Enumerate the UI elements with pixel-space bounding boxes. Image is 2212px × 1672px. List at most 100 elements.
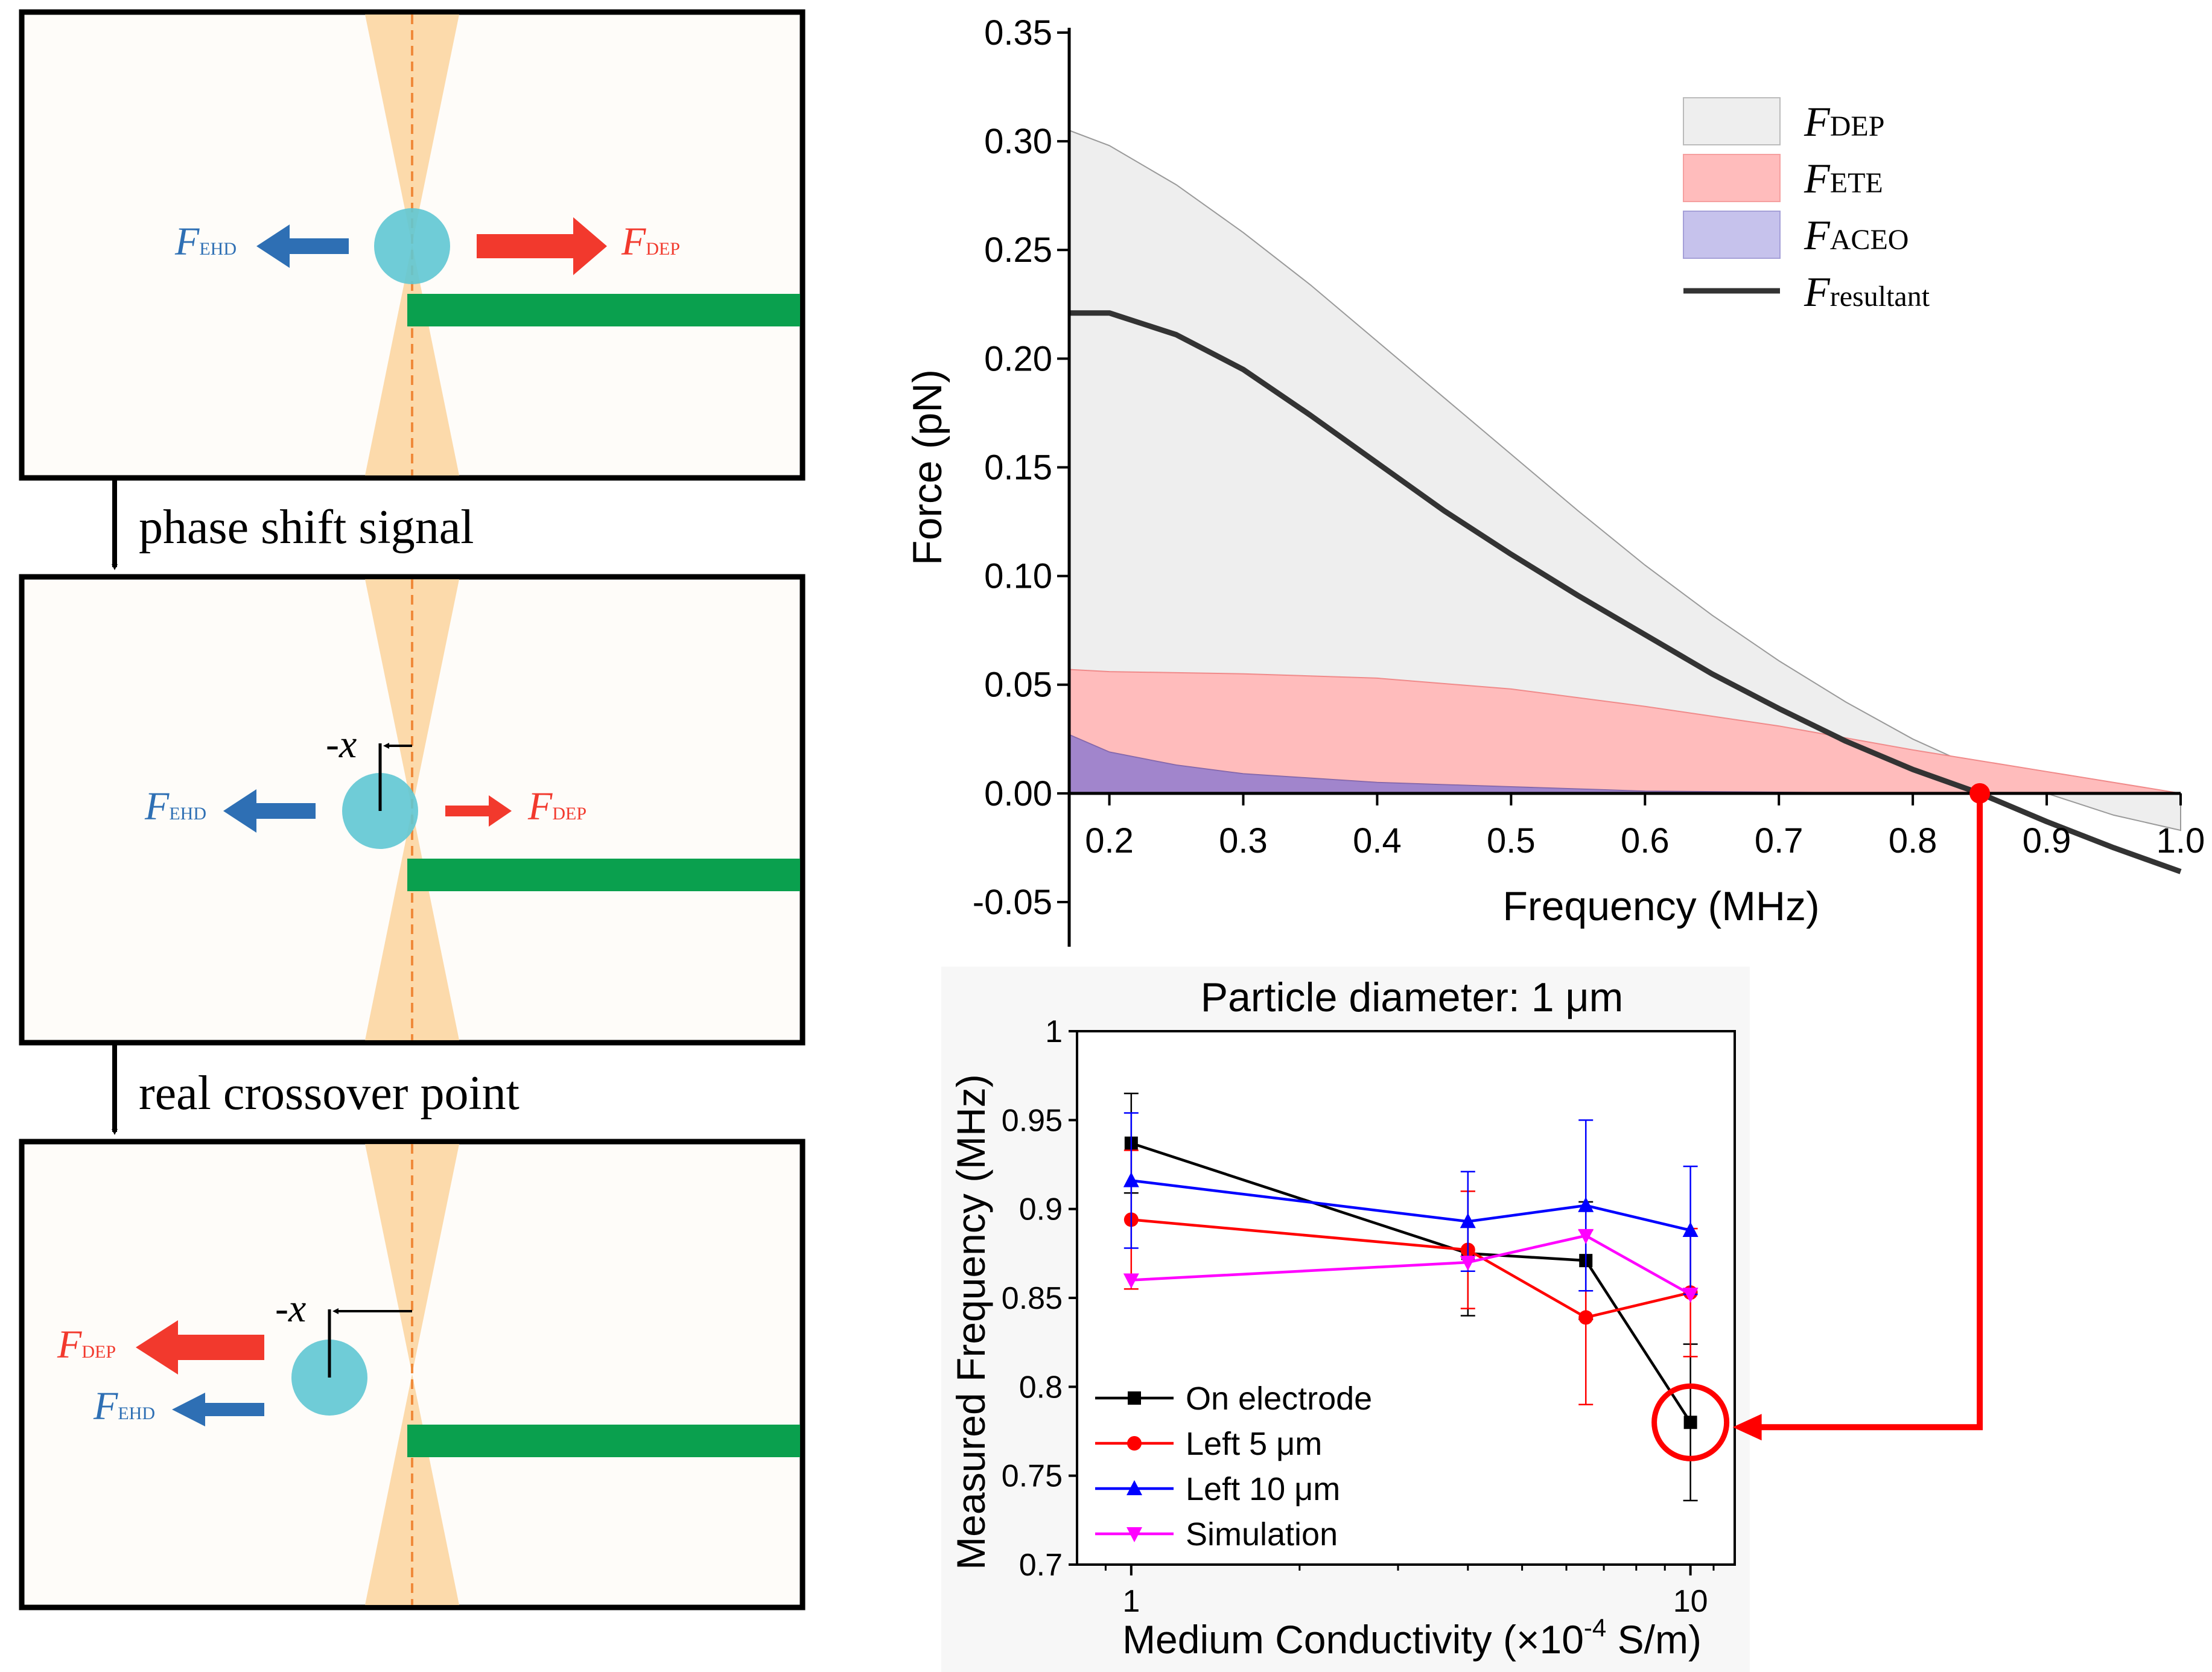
data-point: [1682, 1222, 1699, 1238]
x-tick-label: 0.8: [1889, 821, 1937, 860]
legend-sub: DEP: [1830, 110, 1885, 142]
legend-label: Left 5 μm: [1186, 1426, 1322, 1462]
y-tick-label: 1: [1045, 1014, 1063, 1049]
x-tick-label: 0.4: [1353, 821, 1402, 860]
series-line: [1131, 1218, 1691, 1319]
y-tick-label: 0.9: [1019, 1192, 1063, 1227]
x-axis-label: Medium Conductivity (×10-4 S/m): [1122, 1613, 1702, 1662]
plot-frame: [1076, 1030, 1736, 1566]
legend-sub: resultant: [1830, 281, 1930, 313]
ehd-force-arrow: [256, 224, 349, 268]
series-line: [1131, 1234, 1691, 1296]
panel-2-ehd-label: FEHD: [144, 784, 206, 828]
legend-label: Simulation: [1186, 1516, 1338, 1553]
legend-swatch: [1683, 97, 1781, 145]
data-point: [1578, 1310, 1594, 1325]
legend-label: Fresultant: [1804, 269, 1930, 316]
x-tick-label: 0.3: [1219, 821, 1268, 860]
highlight-circle: [1651, 1383, 1730, 1461]
legend-marker: [1127, 1436, 1142, 1451]
y-tick-label: 0.05: [984, 666, 1052, 705]
series-line: [1131, 1142, 1692, 1423]
data-point: [1123, 1273, 1139, 1289]
dep-force-arrow: [477, 217, 607, 275]
y-axis-label: Force (pN): [904, 369, 950, 565]
legend-label: Left 10 μm: [1186, 1471, 1340, 1507]
x-axis-label-end: S/m): [1606, 1617, 1702, 1662]
transition-label-1: phase shift signal: [139, 501, 474, 554]
y-tick-label: 0.85: [1002, 1281, 1063, 1316]
laser-beam: [365, 1144, 459, 1605]
panel-1-dep-label: FDEP: [621, 220, 680, 264]
legend-main: F: [1804, 156, 1831, 202]
panel-3-ehd-label: FEHD: [93, 1384, 155, 1428]
legend-label: FETE: [1804, 156, 1883, 202]
frequency-chart: 0.7 0.75 0.8 0.85 0.9 0.95 1 1 10 Particle diamet…: [941, 967, 1750, 1672]
y-tick-label: 0.7: [1019, 1548, 1063, 1583]
legend-main: F: [1804, 212, 1831, 259]
electrode: [407, 1425, 800, 1457]
panel-2-dep-label: FDEP: [527, 784, 586, 828]
legend-sub: ACEO: [1830, 224, 1909, 256]
transition-label-2: real crossover point: [139, 1067, 520, 1120]
data-point: [1682, 1288, 1699, 1303]
legend-swatch: [1683, 211, 1781, 259]
y-tick-label: 0.20: [984, 339, 1052, 378]
series-3: [1123, 1229, 1699, 1303]
dep-force-arrow: [136, 1320, 264, 1375]
y-tick-label: 0.00: [984, 774, 1052, 813]
electrode: [407, 859, 800, 891]
data-point: [1578, 1229, 1594, 1244]
y-axis-label: Measured Frequency (MHz): [949, 1074, 993, 1570]
chart-title: Particle diameter: 1 μm: [1201, 974, 1624, 1020]
panel-3-dep-label: FDEP: [57, 1323, 116, 1367]
data-point: [1683, 1416, 1697, 1429]
y-tick-label: -0.05: [973, 883, 1052, 922]
y-tick-label: 0.8: [1019, 1370, 1063, 1405]
data-point: [1460, 1256, 1476, 1271]
y-tick-label: 0.25: [984, 230, 1052, 270]
legend-label: On electrode: [1186, 1381, 1372, 1417]
x-tick-label: 0.9: [2023, 821, 2071, 860]
particle: [374, 208, 450, 284]
legend-main: F: [1804, 99, 1831, 145]
series-line: [1131, 1179, 1691, 1232]
x-tick-label: 1: [1122, 1584, 1140, 1619]
y-tick-label: 0.10: [984, 557, 1052, 596]
legend-marker: [1128, 1391, 1141, 1405]
x-axis-label-sup: -4: [1584, 1613, 1606, 1642]
panel-2-offset-label: -x: [326, 722, 357, 766]
x-tick-label: 0.2: [1085, 821, 1134, 860]
x-tick-label: 0.6: [1621, 821, 1670, 860]
data-point: [1578, 1197, 1594, 1212]
electrode: [407, 294, 800, 326]
ehd-force-arrow: [172, 1393, 264, 1426]
y-tick-label: 0.30: [984, 122, 1052, 161]
legend: On electrode Left 5 μm Left 10 μm Simulatio…: [1095, 1381, 1372, 1553]
series-2: [1123, 1112, 1699, 1295]
y-tick-label: 0.15: [984, 448, 1052, 487]
x-tick-label: 10: [1673, 1584, 1708, 1619]
legend-swatch: [1683, 154, 1781, 202]
schematic-panel-1: FEHD FDEP: [19, 9, 806, 481]
legend-marker: [1127, 1527, 1142, 1542]
legend-label: FDEP: [1804, 99, 1884, 145]
crossover-connector: [1732, 793, 1983, 1441]
panel-1-ehd-label: FEHD: [174, 220, 237, 264]
connector-arrowhead: [1732, 1414, 1762, 1441]
data-point: [1460, 1213, 1476, 1229]
legend-label: FACEO: [1804, 212, 1908, 259]
dep-force-arrow: [445, 795, 512, 827]
schematic-panel-3: -x FDEP FEHD: [19, 1139, 806, 1610]
x-tick-label: 0.7: [1755, 821, 1804, 860]
legend-main: F: [1804, 269, 1831, 316]
y-tick-label: 0.35: [984, 13, 1052, 52]
x-tick-label: 1.0: [2156, 821, 2205, 860]
x-axis-label-main: Medium Conductivity (×10: [1122, 1617, 1584, 1662]
y-tick-label: 0.75: [1002, 1459, 1063, 1494]
f-aceo-overlay: [1069, 734, 1913, 793]
force-chart: -0.05 0.00 0.05 0.10 0.15 0.20 0.25 0.30 0.35 0.2…: [904, 13, 2205, 947]
ehd-force-arrow: [223, 789, 316, 833]
